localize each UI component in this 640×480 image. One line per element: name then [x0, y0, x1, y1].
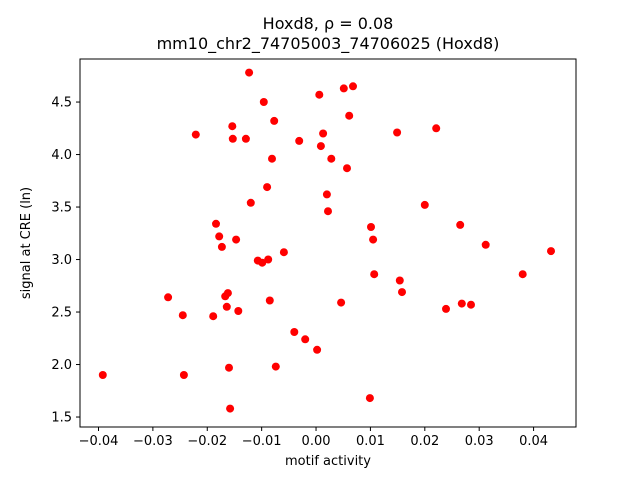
data-point: [467, 300, 475, 309]
data-point: [258, 258, 267, 267]
data-point: [228, 122, 237, 131]
x-tick-label: −0.03: [133, 434, 173, 449]
data-point: [339, 84, 348, 93]
data-point: [279, 248, 288, 257]
data-point: [432, 124, 441, 133]
data-point: [442, 304, 450, 313]
data-point: [345, 111, 354, 120]
data-point: [164, 293, 173, 302]
x-tick-label: −0.04: [79, 434, 119, 449]
data-point: [337, 298, 346, 307]
data-point: [241, 134, 250, 143]
data-point: [343, 164, 351, 173]
data-point: [349, 82, 357, 91]
data-point: [369, 235, 378, 244]
data-point: [313, 345, 322, 354]
data-point: [209, 312, 218, 321]
data-point: [245, 68, 254, 77]
x-tick-label: 0.00: [302, 434, 331, 449]
data-point: [212, 219, 220, 228]
data-point: [259, 98, 268, 106]
data-point: [322, 190, 331, 199]
x-tick-label: 0.03: [465, 434, 494, 449]
data-point: [365, 394, 374, 403]
data-point: [215, 232, 224, 241]
data-point: [324, 207, 332, 216]
x-tick-label: −0.02: [187, 434, 227, 449]
y-axis-label: signal at CRE (ln): [19, 187, 34, 299]
data-point: [367, 223, 375, 231]
data-point: [295, 136, 304, 145]
data-point: [327, 154, 336, 163]
data-point: [246, 198, 255, 207]
x-tick-label: −0.01: [242, 434, 282, 449]
data-point: [265, 296, 274, 305]
y-tick-label: 2.5: [51, 306, 72, 321]
x-tick-label: 0.02: [410, 434, 439, 449]
y-tick-label: 3.0: [51, 253, 72, 268]
data-point: [457, 299, 466, 308]
data-point: [301, 335, 310, 344]
data-point: [393, 128, 402, 137]
x-tick-label: 0.01: [356, 434, 385, 449]
data-point: [98, 371, 107, 379]
data-point: [234, 307, 243, 315]
data-point: [456, 220, 465, 229]
x-tick-label: 0.04: [519, 434, 548, 449]
data-point: [316, 142, 325, 151]
data-point: [420, 200, 429, 209]
data-point: [191, 130, 200, 139]
data-point: [179, 371, 188, 379]
data-point: [547, 247, 555, 256]
data-point: [271, 362, 280, 371]
plot-dynamic-layer: −0.04 −0.03 −0.02 −0.01 0.00 0.01 0.02 0.03 0.04…: [51, 58, 577, 449]
data-point: [264, 255, 273, 264]
data-point: [217, 242, 226, 251]
data-point: [225, 363, 233, 372]
y-tick-label: 2.0: [51, 358, 72, 373]
data-point: [178, 311, 187, 320]
data-point: [370, 270, 379, 279]
data-point: [518, 270, 527, 279]
axes-frame: [79, 58, 577, 428]
data-point: [226, 404, 235, 413]
data-point: [319, 129, 328, 138]
data-point: [481, 240, 490, 249]
data-point: [398, 288, 406, 297]
y-tick-label: 4.0: [51, 148, 72, 163]
y-tick-label: 3.5: [51, 201, 72, 216]
y-tick-label: 1.5: [51, 411, 72, 426]
data-point: [263, 183, 272, 192]
x-axis-label: motif activity: [285, 454, 371, 469]
data-point: [223, 289, 232, 298]
plot-title-line1: Hoxd8, ρ = 0.08: [263, 14, 394, 33]
plot-title-line2: mm10_chr2_74705003_74706025 (Hoxd8): [157, 34, 500, 54]
data-point: [395, 276, 404, 285]
data-point: [228, 134, 237, 143]
data-point: [290, 328, 299, 336]
data-point: [315, 90, 324, 99]
data-point: [268, 154, 276, 163]
y-tick-label: 4.5: [51, 96, 72, 111]
data-point: [232, 235, 241, 244]
data-point: [222, 302, 231, 311]
data-point: [270, 116, 279, 125]
